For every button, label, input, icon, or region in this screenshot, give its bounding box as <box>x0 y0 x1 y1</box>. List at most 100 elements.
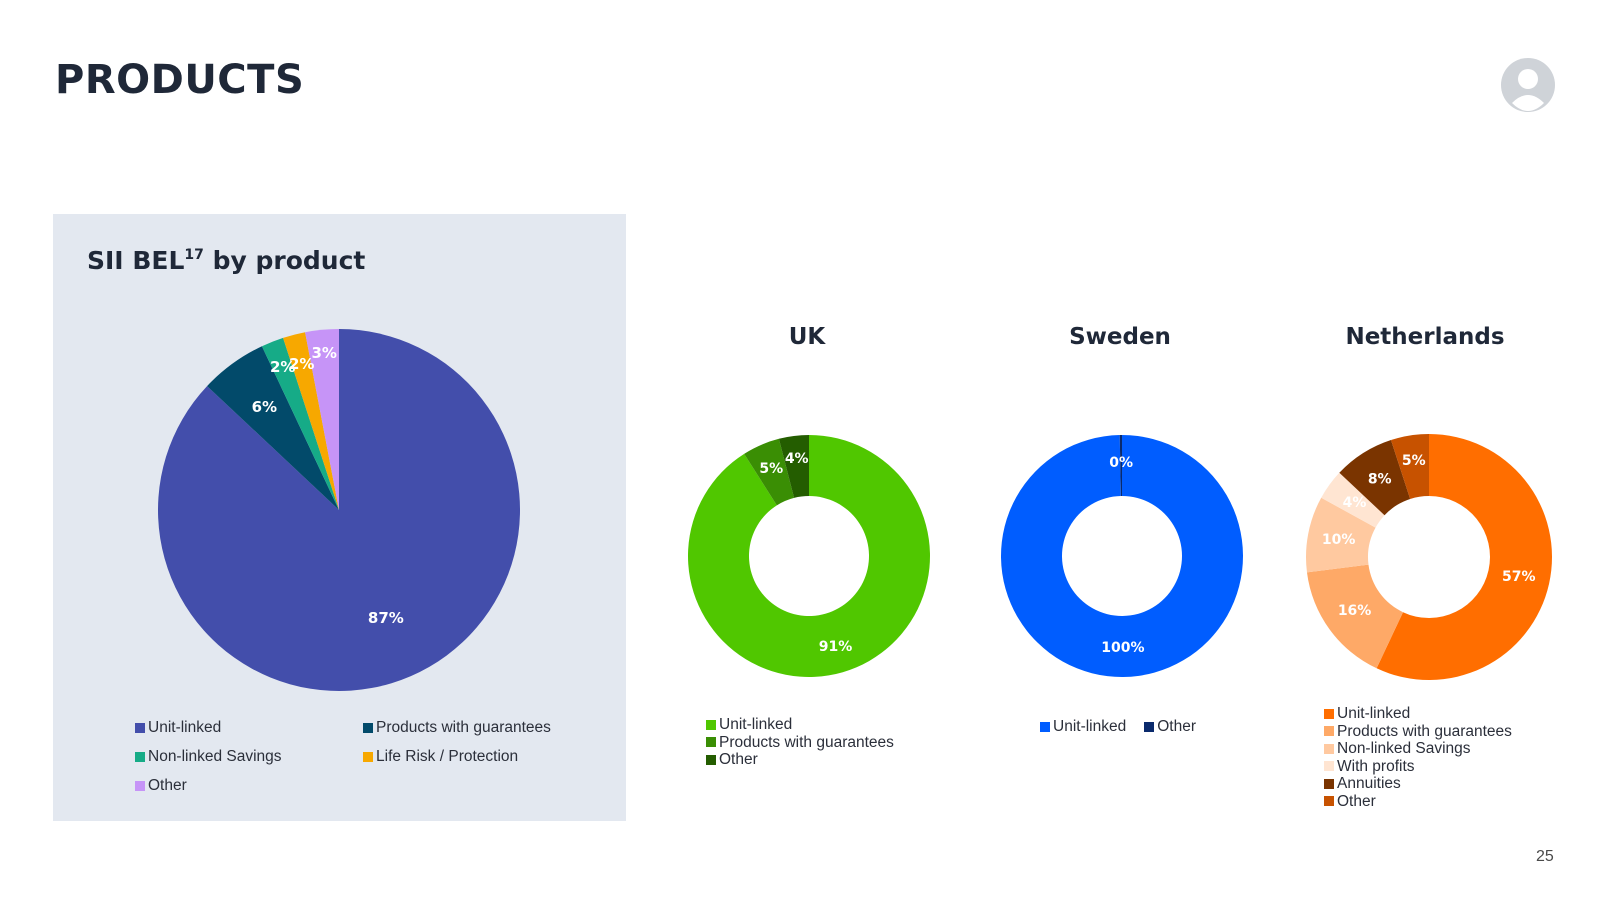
bel-legend-swatch <box>135 723 145 733</box>
bel-slice-products-with-guarantees <box>207 346 339 510</box>
bel-legend: Unit-linked Products with guarantees Non-l… <box>135 719 603 795</box>
bel-legend-label: Unit-linked <box>148 719 222 736</box>
netherlands-slice-annuities <box>1339 440 1411 516</box>
netherlands-label-other: 5% <box>1402 453 1426 469</box>
netherlands-legend-item-with-profits: With profits <box>1324 758 1512 776</box>
netherlands-legend-label: Annuities <box>1337 775 1401 792</box>
bel-legend-swatch <box>363 752 373 762</box>
bel-legend-item-products-with-guarantees: Products with guarantees <box>363 719 603 737</box>
sweden-slice-unit-linked <box>1001 435 1243 677</box>
sweden-legend: Unit-linked Other <box>1040 718 1196 736</box>
uk-legend-label: Unit-linked <box>719 716 793 733</box>
sweden-legend-label: Other <box>1157 718 1196 735</box>
netherlands-legend-swatch <box>1324 726 1334 737</box>
netherlands-label-unit-linked: 57% <box>1502 569 1536 585</box>
sweden-legend-swatch <box>1144 722 1155 732</box>
bel-legend-item-unit-linked: Unit-linked <box>135 719 363 737</box>
netherlands-legend-item-annuities: Annuities <box>1324 775 1512 793</box>
netherlands-legend-label: Unit-linked <box>1337 705 1411 722</box>
uk-legend-label: Other <box>719 751 758 768</box>
bel-legend-label: Life Risk / Protection <box>376 748 519 765</box>
netherlands-legend-item-unit-linked: Unit-linked <box>1324 705 1512 723</box>
netherlands-legend-label: With profits <box>1337 757 1415 775</box>
bel-chart-title: SII BEL17 by product <box>87 246 365 275</box>
bel-label-life-risk-protection: 2% <box>289 355 314 373</box>
uk-legend-item-other: Other <box>706 751 894 769</box>
netherlands-slice-other <box>1390 434 1429 499</box>
bel-legend-swatch <box>135 781 145 791</box>
netherlands-label-non-linked-savings: 10% <box>1322 532 1356 548</box>
netherlands-chart-title: Netherlands <box>1345 324 1505 350</box>
bel-slice-unit-linked <box>157 329 520 691</box>
bel-slice-life-risk-protection <box>283 332 339 510</box>
uk-slice-unit-linked <box>688 435 930 677</box>
uk-legend-swatch <box>706 737 716 748</box>
sweden-legend-swatch <box>1040 722 1050 732</box>
sweden-chart-title: Sweden <box>1069 324 1171 350</box>
netherlands-slice-with-profits <box>1321 472 1385 528</box>
uk-slice-products-with-guarantees <box>744 438 795 506</box>
bel-legend-item-other: Other <box>135 777 363 795</box>
bel-legend-item-non-linked-savings: Non-linked Savings <box>135 748 363 766</box>
bel-title-suffix: by product <box>203 246 366 275</box>
netherlands-legend-item-other: Other <box>1324 793 1512 811</box>
page-title: PRODUCTS <box>55 57 305 103</box>
uk-donut-chart: 91% 5%4% <box>688 435 930 677</box>
bel-pie-chart: 87%6%2%2%3% <box>157 329 520 691</box>
uk-label-products-with-guarantees: 5% <box>759 461 783 477</box>
uk-legend-item-unit-linked: Unit-linked <box>706 716 894 734</box>
uk-legend-label: Products with guarantees <box>719 733 894 751</box>
bel-legend-label: Products with guarantees <box>376 719 551 736</box>
netherlands-donut-chart: 57% 16% 10% 4%8% 5% <box>1306 434 1552 680</box>
netherlands-legend-swatch <box>1324 778 1334 789</box>
netherlands-legend-label: Other <box>1337 792 1376 810</box>
netherlands-slice-unit-linked <box>1376 434 1552 680</box>
bel-label-non-linked-savings: 2% <box>270 358 295 376</box>
uk-chart-title: UK <box>788 324 826 350</box>
bel-slice-other <box>305 329 339 510</box>
page-number: 25 <box>1536 848 1554 865</box>
netherlands-label-annuities: 8% <box>1368 471 1392 487</box>
bel-label-products-with-guarantees: 6% <box>252 398 277 416</box>
netherlands-legend-item-products-with-guarantees: Products with guarantees <box>1324 723 1512 741</box>
sweden-legend-item-unit-linked: Unit-linked <box>1040 718 1126 736</box>
bel-title-text: SII BEL <box>87 246 185 275</box>
bel-legend-label: Non-linked Savings <box>148 748 282 765</box>
netherlands-label-products-with-guarantees: 16% <box>1338 603 1372 619</box>
netherlands-slice-products-with-guarantees <box>1306 564 1404 669</box>
sweden-label-other: 0% <box>1109 455 1133 471</box>
netherlands-legend-label: Products with guarantees <box>1337 722 1512 740</box>
netherlands-legend-swatch <box>1324 796 1334 807</box>
bel-title-footnote: 17 <box>184 247 204 263</box>
uk-label-unit-linked: 91% <box>819 639 853 655</box>
uk-legend-item-products-with-guarantees: Products with guarantees <box>706 734 894 752</box>
netherlands-legend-swatch <box>1324 761 1334 772</box>
bel-legend-swatch <box>363 723 373 733</box>
bel-slice-non-linked-savings <box>261 337 339 510</box>
netherlands-legend-swatch <box>1324 708 1334 719</box>
uk-legend: Unit-linked Products with guarantees Other <box>706 716 894 769</box>
uk-slice-other <box>778 435 809 498</box>
sweden-legend-item-other: Other <box>1144 718 1196 736</box>
netherlands-legend: Unit-linked Products with guarantees Non-l… <box>1324 705 1512 810</box>
bel-label-other: 3% <box>311 344 336 362</box>
netherlands-legend-item-non-linked-savings: Non-linked Savings <box>1324 740 1512 758</box>
uk-legend-swatch <box>706 719 716 730</box>
netherlands-label-with-profits: 4% <box>1343 495 1367 511</box>
uk-label-other: 4% <box>785 451 809 467</box>
bel-legend-swatch <box>135 752 145 762</box>
sweden-donut-chart: 100% 0% <box>1001 435 1243 677</box>
bel-legend-label: Other <box>148 777 187 794</box>
netherlands-slice-non-linked-savings <box>1306 497 1376 573</box>
user-avatar-icon[interactable] <box>1500 57 1556 113</box>
bel-panel: SII BEL17 by product 87% 6% 2% 2% 3% Unit-li… <box>53 214 626 821</box>
sweden-slice-other <box>1119 435 1122 497</box>
netherlands-legend-swatch <box>1324 743 1334 754</box>
netherlands-legend-label: Non-linked Savings <box>1337 740 1471 757</box>
sweden-legend-label: Unit-linked <box>1053 718 1127 735</box>
uk-legend-swatch <box>706 754 716 765</box>
sweden-label-unit-linked: 100% <box>1101 640 1144 656</box>
bel-legend-item-life-risk-protection: Life Risk / Protection <box>363 748 603 766</box>
bel-label-unit-linked: 87% <box>368 609 404 627</box>
